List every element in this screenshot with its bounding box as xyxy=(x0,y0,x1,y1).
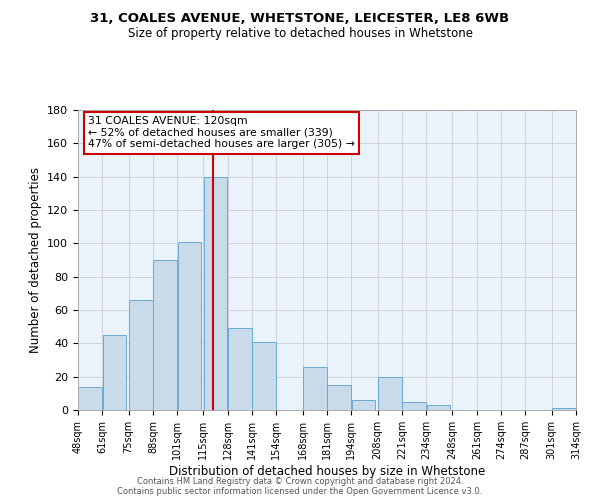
Bar xyxy=(378,376,401,410)
Bar xyxy=(552,408,576,410)
Bar xyxy=(78,386,102,410)
Bar xyxy=(129,300,152,410)
Bar xyxy=(352,400,376,410)
Bar xyxy=(427,405,450,410)
Text: Contains public sector information licensed under the Open Government Licence v3: Contains public sector information licen… xyxy=(118,487,482,496)
Text: 31, COALES AVENUE, WHETSTONE, LEICESTER, LE8 6WB: 31, COALES AVENUE, WHETSTONE, LEICESTER,… xyxy=(91,12,509,26)
Bar xyxy=(178,242,201,410)
Bar xyxy=(303,366,327,410)
Bar xyxy=(327,385,351,410)
Text: Contains HM Land Registry data © Crown copyright and database right 2024.: Contains HM Land Registry data © Crown c… xyxy=(137,477,463,486)
Y-axis label: Number of detached properties: Number of detached properties xyxy=(29,167,41,353)
X-axis label: Distribution of detached houses by size in Whetstone: Distribution of detached houses by size … xyxy=(169,464,485,477)
Bar xyxy=(103,335,127,410)
Bar xyxy=(402,402,426,410)
Bar xyxy=(253,342,276,410)
Bar xyxy=(204,176,227,410)
Bar xyxy=(228,328,252,410)
Text: 31 COALES AVENUE: 120sqm
← 52% of detached houses are smaller (339)
47% of semi-: 31 COALES AVENUE: 120sqm ← 52% of detach… xyxy=(88,116,355,149)
Text: Size of property relative to detached houses in Whetstone: Size of property relative to detached ho… xyxy=(128,28,473,40)
Bar xyxy=(153,260,177,410)
